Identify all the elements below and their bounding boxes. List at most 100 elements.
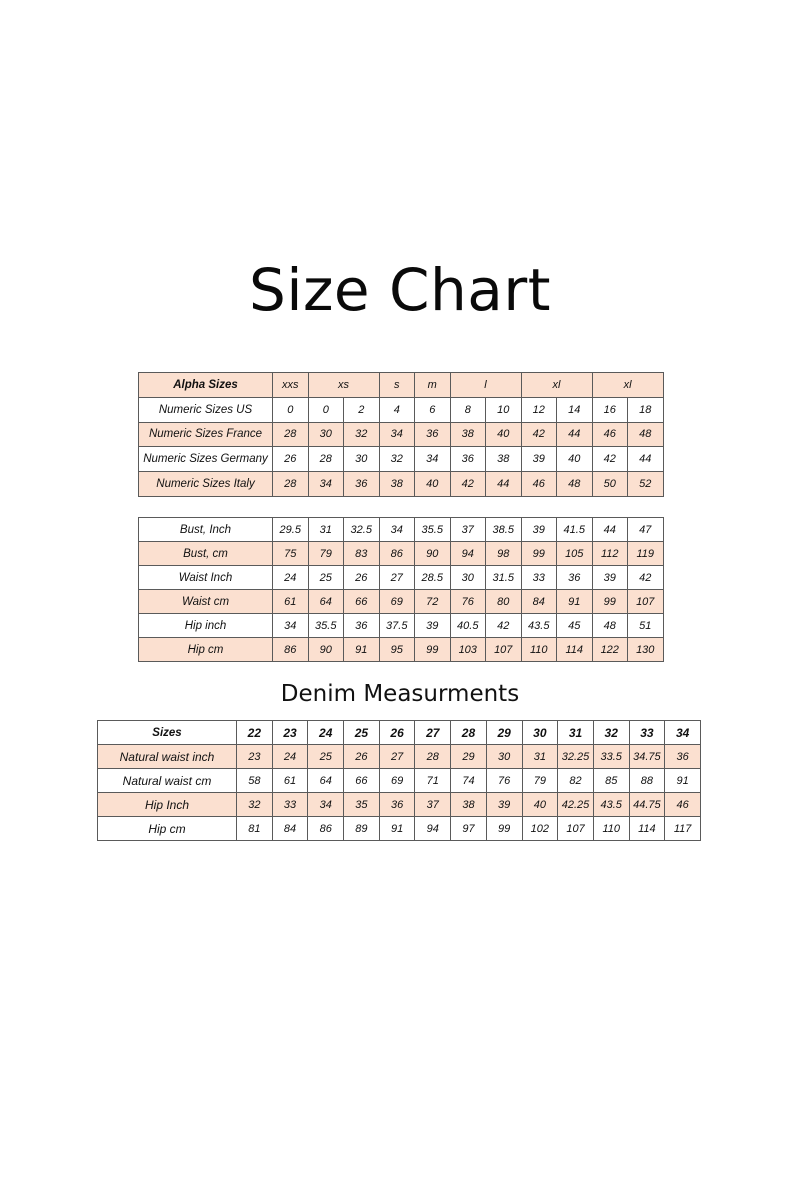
cell-4-9: 48 <box>591 613 628 638</box>
cell-1-7: 76 <box>485 768 523 793</box>
cell-2-4: 34 <box>414 446 451 473</box>
header-size-cell-4: 26 <box>378 720 416 745</box>
cell-2-8: 36 <box>556 565 593 590</box>
cell-2-4: 36 <box>378 792 416 817</box>
cell-3-3: 89 <box>343 816 380 841</box>
row-label-3: Numeric Sizes Italy <box>138 471 273 497</box>
cell-2-3: 32 <box>378 446 415 473</box>
cell-0-2: 2 <box>343 396 380 423</box>
cell-2-8: 40 <box>556 446 593 473</box>
cell-5-2: 91 <box>343 637 380 662</box>
cell-2-9: 39 <box>591 565 628 590</box>
cell-2-4: 28.5 <box>414 565 451 590</box>
table-row: Hip inch 34 35.5 36 37.5 39 40.5 42 43.5 45 48 51 <box>138 613 664 638</box>
cell-0-2: 32.5 <box>343 517 380 542</box>
cell-0-5: 37 <box>449 517 486 542</box>
cell-0-7: 12 <box>520 396 558 423</box>
cell-4-0: 34 <box>272 613 309 638</box>
cell-1-6: 74 <box>450 768 487 793</box>
cell-3-10: 52 <box>627 471 664 497</box>
cell-4-2: 36 <box>343 613 380 638</box>
cell-3-8: 48 <box>556 471 593 497</box>
cell-2-9: 42 <box>591 446 629 473</box>
cell-3-1: 84 <box>271 816 309 841</box>
cell-0-9: 32.25 <box>557 744 594 769</box>
cell-1-4: 36 <box>414 421 451 448</box>
cell-0-8: 14 <box>556 396 593 423</box>
table-row: Bust, Inch 29.5 31 32.5 34 35.5 37 38.5 39 41.5 44… <box>138 517 664 542</box>
header-size-cell-7: 29 <box>485 720 523 745</box>
cell-0-6: 38.5 <box>485 517 522 542</box>
cell-1-3: 66 <box>343 768 380 793</box>
denim-measurements-table: Sizes 22 23 24 25 26 27 28 29 30 31 32 33 34 Natural w… <box>97 720 701 841</box>
cell-0-0: 29.5 <box>272 517 309 542</box>
header-size-cell-11: 33 <box>628 720 666 745</box>
cell-0-11: 34.75 <box>628 744 666 769</box>
table-header-row: Sizes 22 23 24 25 26 27 28 29 30 31 32 33 34 <box>97 720 701 745</box>
cell-0-10: 33.5 <box>592 744 630 769</box>
cell-1-8: 79 <box>521 768 559 793</box>
cell-1-2: 32 <box>343 421 380 448</box>
table-header-row: Alpha Sizes xxs xs s m l xl xl <box>138 372 664 398</box>
cell-4-4: 39 <box>414 613 451 638</box>
cell-5-1: 90 <box>307 637 344 662</box>
cell-3-4: 40 <box>414 471 451 497</box>
cell-2-3: 27 <box>378 565 415 590</box>
cell-3-0: 81 <box>236 816 273 841</box>
body-measurements-table: Bust, Inch 29.5 31 32.5 34 35.5 37 38.5 39 41.5 44… <box>138 517 664 662</box>
cell-3-0: 61 <box>272 589 309 614</box>
cell-1-5: 38 <box>449 421 486 448</box>
cell-3-10: 110 <box>592 816 630 841</box>
cell-2-9: 42.25 <box>557 792 594 817</box>
header-size-cell-1: 23 <box>271 720 309 745</box>
cell-3-0: 28 <box>272 471 309 497</box>
cell-5-4: 99 <box>414 637 451 662</box>
row-label-5: Hip cm <box>138 637 273 662</box>
cell-2-5: 30 <box>449 565 486 590</box>
cell-2-6: 38 <box>485 446 522 473</box>
table-row: Numeric Sizes France 28 30 32 34 36 38 40 42 44 46… <box>138 421 664 448</box>
cell-3-10: 107 <box>627 589 664 614</box>
table-row: Waist Inch 24 25 26 27 28.5 30 31.5 33 36 39 42 <box>138 565 664 590</box>
header-group-cell-4: l <box>449 372 522 398</box>
header-group-cell-0: xxs <box>272 372 309 398</box>
header-size-cell-5: 27 <box>414 720 452 745</box>
row-label-2: Hip Inch <box>97 792 237 817</box>
cell-0-0: 0 <box>272 396 309 423</box>
cell-0-5: 28 <box>414 744 452 769</box>
cell-0-8: 41.5 <box>556 517 593 542</box>
cell-1-0: 58 <box>236 768 273 793</box>
cell-4-7: 43.5 <box>520 613 557 638</box>
cell-3-9: 50 <box>591 471 629 497</box>
cell-2-1: 25 <box>307 565 344 590</box>
cell-3-11: 114 <box>628 816 666 841</box>
header-group-cell-6: xl <box>591 372 664 398</box>
cell-0-4: 35.5 <box>414 517 451 542</box>
header-group-cell-3: m <box>414 372 451 398</box>
cell-2-8: 40 <box>521 792 559 817</box>
cell-2-10: 44 <box>627 446 664 473</box>
cell-3-6: 97 <box>450 816 487 841</box>
row-label-0: Natural waist inch <box>97 744 237 769</box>
cell-0-4: 6 <box>414 396 451 423</box>
cell-0-10: 47 <box>627 517 664 542</box>
cell-3-5: 94 <box>414 816 452 841</box>
cell-3-3: 69 <box>378 589 415 614</box>
cell-4-1: 35.5 <box>307 613 344 638</box>
cell-5-6: 107 <box>485 637 522 662</box>
cell-3-9: 99 <box>591 589 628 614</box>
cell-1-4: 69 <box>378 768 416 793</box>
row-label-0: Bust, Inch <box>138 517 273 542</box>
cell-0-5: 8 <box>449 396 486 423</box>
cell-1-6: 40 <box>485 421 522 448</box>
table-row: Hip Inch 32 33 34 35 36 37 38 39 40 42.25 43.5 44.75… <box>97 792 701 817</box>
table-row: Bust, cm 75 79 83 86 90 94 98 99 105 112 119 <box>138 541 664 566</box>
cell-5-10: 130 <box>627 637 664 662</box>
cell-0-3: 4 <box>378 396 415 423</box>
cell-4-10: 51 <box>627 613 664 638</box>
row-label-2: Numeric Sizes Germany <box>138 446 273 473</box>
denim-section-title: Denim Measurments <box>280 681 520 707</box>
cell-1-7: 99 <box>520 541 557 566</box>
cell-5-5: 103 <box>449 637 486 662</box>
header-group-cell-2: s <box>378 372 415 398</box>
